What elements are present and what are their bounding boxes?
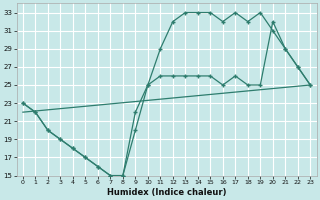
X-axis label: Humidex (Indice chaleur): Humidex (Indice chaleur) (107, 188, 226, 197)
